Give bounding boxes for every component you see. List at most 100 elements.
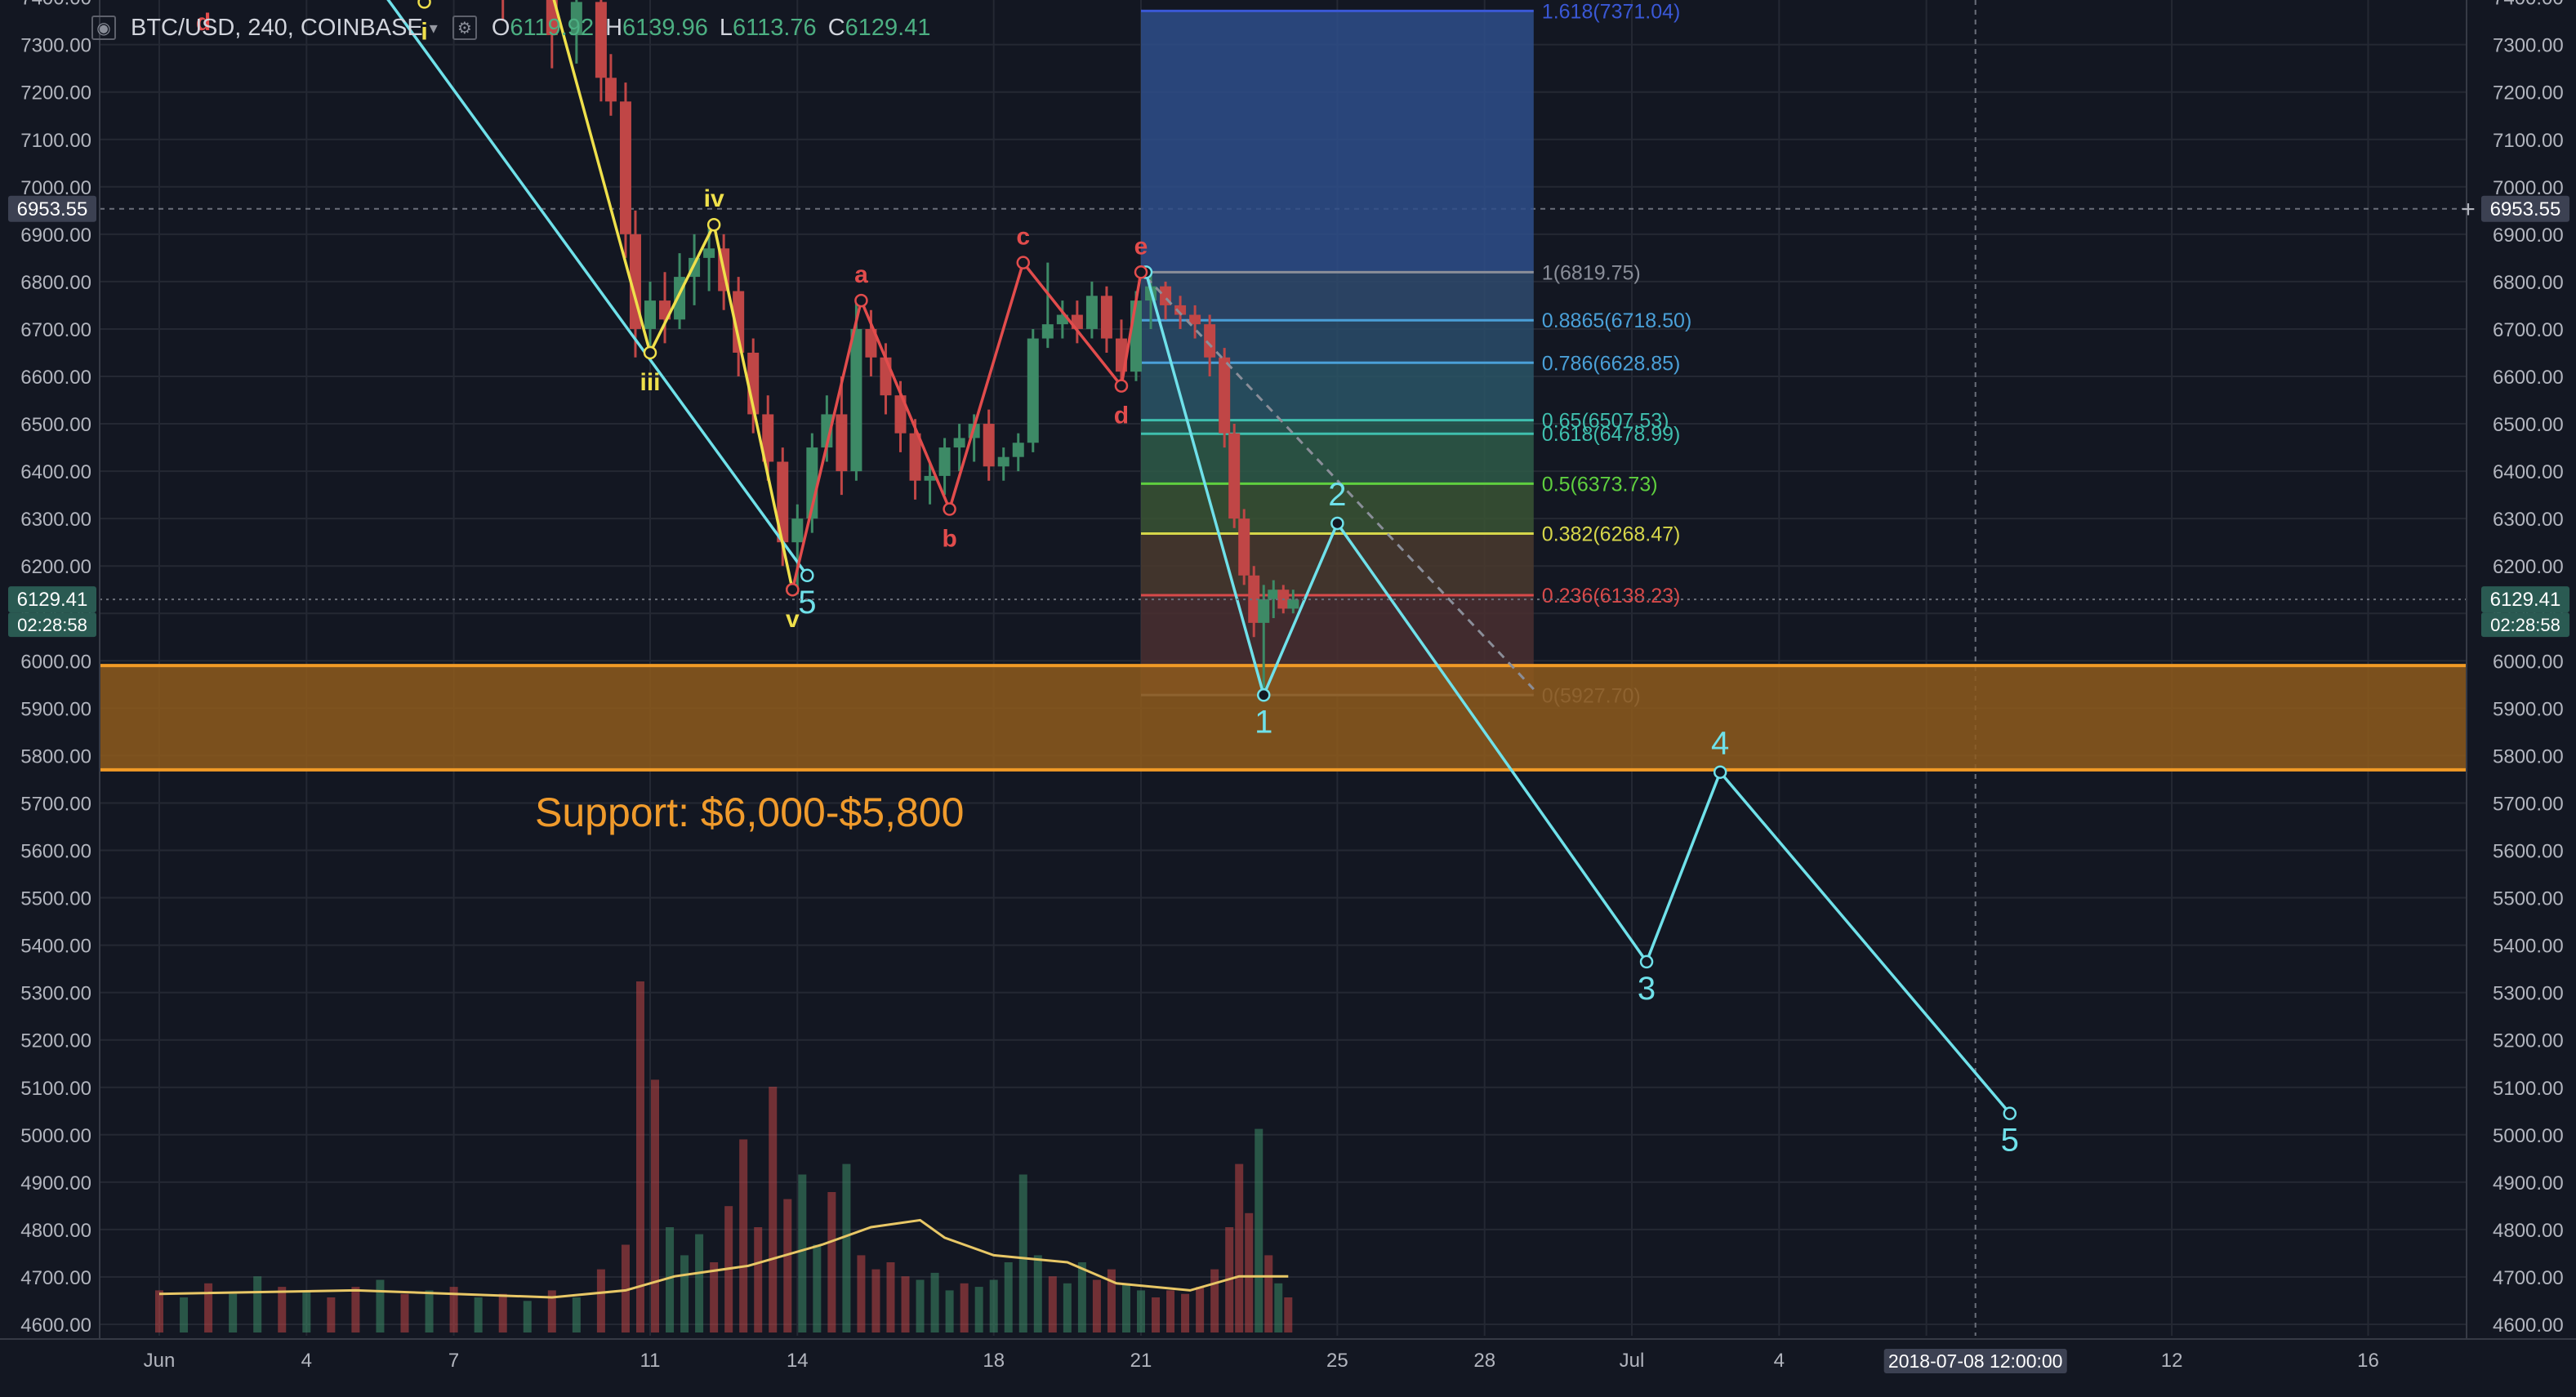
- wave-label: a: [854, 261, 868, 288]
- volume-bar: [754, 1227, 763, 1332]
- price-marker-tag: [8, 195, 96, 222]
- volume-bar: [1121, 1283, 1130, 1332]
- volume-bar: [827, 1192, 836, 1332]
- price-tick-label: 6700.00: [20, 319, 91, 341]
- support-label: Support: $6,000-$5,800: [535, 790, 964, 835]
- price-marker-tag: [8, 586, 96, 613]
- left-axis-panel: [0, 0, 100, 1393]
- add-alert-icon[interactable]: +: [2461, 196, 2476, 223]
- wave-label: c: [1016, 224, 1030, 251]
- volume-bar: [572, 1297, 581, 1332]
- time-tick-label: 21: [1130, 1350, 1152, 1372]
- volume-bar: [916, 1279, 925, 1332]
- volume-bar: [376, 1279, 385, 1332]
- price-tick-label: 5100.00: [2493, 1078, 2564, 1100]
- volume-bar: [1166, 1290, 1175, 1332]
- volume-bar: [857, 1255, 866, 1332]
- wave-annotations[interactable]: [325, 0, 2017, 1120]
- ohlc-readout: O6119.92 H6139.96 L6113.76 C6129.41: [492, 15, 931, 42]
- time-tick-label: 7: [448, 1350, 459, 1372]
- wave-label: iv: [704, 185, 724, 212]
- candle-body: [924, 475, 936, 481]
- volume-bar: [1033, 1255, 1042, 1332]
- price-tick-label: 6400.00: [2493, 461, 2564, 483]
- fib-band: [1141, 11, 1534, 273]
- wave-path-red-abcde: [791, 259, 1143, 590]
- price-tick-label: 7200.00: [20, 82, 91, 105]
- fib-level-label: 0.382(6268.47): [1542, 523, 1681, 545]
- fib-level-label: 1(6819.75): [1542, 261, 1641, 284]
- price-tick-label: 7000.00: [20, 177, 91, 199]
- volume-bar: [666, 1227, 675, 1332]
- price-tick-label: 6200.00: [20, 556, 91, 578]
- volume-bar: [1264, 1255, 1273, 1332]
- wave-pivot-marker: [643, 345, 657, 360]
- price-tick-label: 6500.00: [20, 414, 91, 436]
- volume-bar: [253, 1276, 262, 1332]
- settings-icon[interactable]: ⚙: [452, 16, 477, 40]
- price-tick-label: 6000.00: [20, 651, 91, 673]
- volume-bar: [204, 1283, 213, 1332]
- candle-body: [1204, 324, 1216, 358]
- volume-bar: [1255, 1128, 1263, 1332]
- volume-bar: [425, 1290, 434, 1332]
- price-tick-label: 6200.00: [2493, 556, 2564, 578]
- price-tick-label: 5700.00: [2493, 793, 2564, 815]
- support-zone[interactable]: Support: $6,000-$5,800: [100, 664, 2467, 835]
- volume-bar: [901, 1276, 910, 1332]
- price-tick-label: 5100.00: [20, 1078, 91, 1100]
- symbol-header: ◉ BTC/USD, 240, COINBASE ▾ ⚙ O6119.92 H6…: [91, 10, 930, 46]
- chevron-down-icon[interactable]: ▾: [429, 19, 438, 38]
- candle-body: [546, 0, 558, 36]
- price-tick-label: 5600.00: [20, 841, 91, 863]
- fib-band: [1141, 272, 1534, 321]
- volume-bar: [621, 1244, 630, 1332]
- candle-body: [1238, 518, 1250, 576]
- symbol-title[interactable]: BTC/USD, 240, COINBASE: [131, 14, 423, 41]
- volume-bar: [1063, 1283, 1072, 1332]
- price-tick-label: 5400.00: [2493, 936, 2564, 958]
- eye-icon[interactable]: ◉: [91, 16, 116, 40]
- volume-bar: [278, 1287, 287, 1332]
- wave-label: 2: [1328, 477, 1346, 513]
- wave-pivot-marker: [1330, 516, 1344, 531]
- candle-body: [570, 2, 582, 36]
- price-tick-label: 6600.00: [2493, 367, 2564, 389]
- price-tick-label: 5200.00: [20, 1030, 91, 1052]
- price-tick-label: 5500.00: [2493, 888, 2564, 910]
- time-tick-label: 4: [301, 1350, 312, 1372]
- ohlc-open: O6119.92: [491, 14, 595, 41]
- volume-bar: [1196, 1287, 1205, 1332]
- price-tick-label: 4600.00: [2493, 1315, 2564, 1337]
- volume-bar: [695, 1234, 704, 1332]
- price-tick-label: 4700.00: [20, 1267, 91, 1289]
- candle-body: [1189, 314, 1201, 325]
- time-tick-label: 11: [640, 1350, 661, 1372]
- price-tick-label: 7000.00: [2493, 177, 2564, 199]
- volume-bar: [351, 1287, 360, 1332]
- price-tick-label: 7400.00: [20, 0, 91, 10]
- time-axis-panel: [0, 1339, 2576, 1393]
- price-tick-label: 7100.00: [2493, 130, 2564, 152]
- volume-bar: [635, 981, 644, 1332]
- wave-pivot-marker: [1114, 379, 1129, 393]
- candle-body: [595, 2, 607, 78]
- wave-label: 5: [2001, 1123, 2019, 1159]
- candle-body: [762, 414, 774, 462]
- volume-bar: [1018, 1174, 1027, 1332]
- wave-label: i: [421, 18, 427, 45]
- fibonacci-extension[interactable]: 1.618(7371.04) 1(6819.75) 0.8865(6718.50) 0…: [1141, 0, 1691, 707]
- price-tick-label: 4900.00: [20, 1172, 91, 1195]
- candle-body: [619, 101, 631, 234]
- volume-bar: [945, 1290, 954, 1332]
- price-tick-label: 5200.00: [2493, 1030, 2564, 1052]
- volume-bar: [930, 1272, 939, 1332]
- volume-bar: [1152, 1297, 1161, 1332]
- price-tick-label: 6900.00: [2493, 225, 2564, 247]
- wave-label: e: [1134, 233, 1148, 260]
- volume-bar: [498, 1293, 507, 1332]
